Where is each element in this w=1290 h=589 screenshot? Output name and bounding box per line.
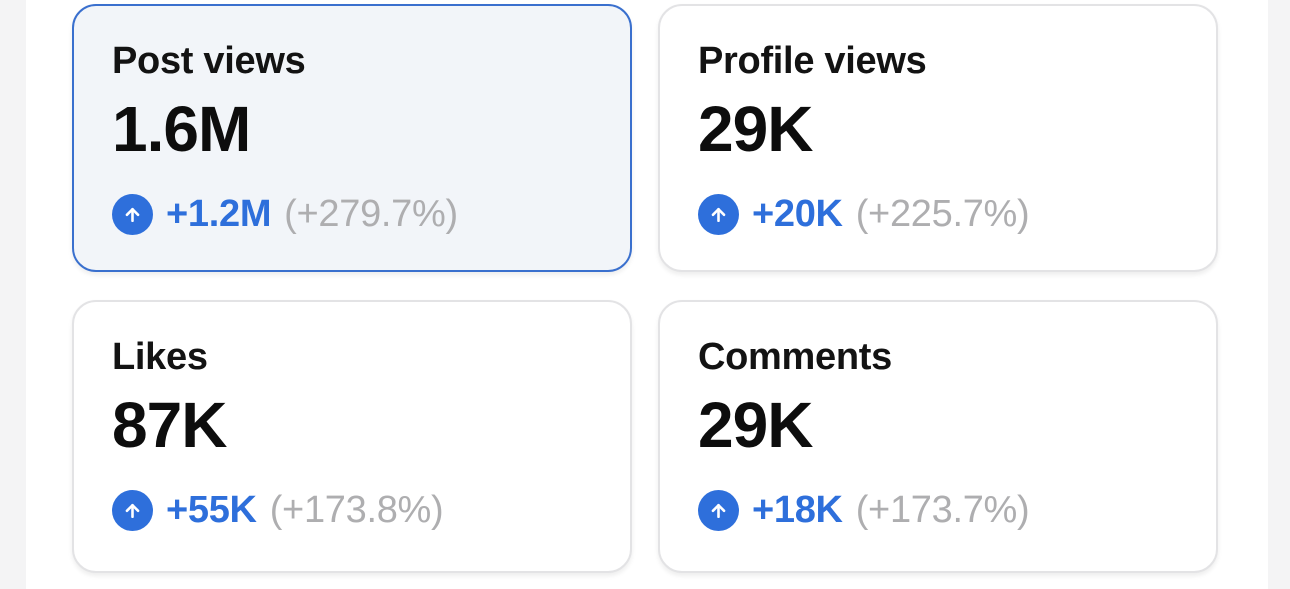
arrow-up-circle-icon xyxy=(112,489,153,531)
metric-value: 29K xyxy=(698,92,813,165)
arrow-up-circle-icon xyxy=(112,193,153,235)
metric-delta-row: +55K (+173.8%) xyxy=(112,489,592,532)
page-gutter-left xyxy=(0,0,26,589)
metric-card-comments[interactable]: Comments 29K +18K (+173.7%) xyxy=(658,300,1218,573)
metric-cards-grid: Post views 1.6M +1.2M (+279.7%) Profile … xyxy=(72,4,1218,573)
metric-label: Likes xyxy=(112,336,208,378)
delta-value: +1.2M xyxy=(166,192,272,235)
metric-card-likes[interactable]: Likes 87K +55K (+173.8%) xyxy=(72,300,632,573)
metric-delta-row: +20K (+225.7%) xyxy=(698,193,1178,236)
delta-value: +55K xyxy=(166,488,257,531)
delta-percent: (+279.7%) xyxy=(284,192,458,235)
delta-percent: (+173.7%) xyxy=(855,488,1030,531)
metric-card-profile-views[interactable]: Profile views 29K +20K (+225.7%) xyxy=(658,4,1218,272)
delta-value: +18K xyxy=(752,488,843,531)
metric-delta-row: +18K (+173.7%) xyxy=(698,489,1178,532)
delta-percent: (+225.7%) xyxy=(855,192,1030,235)
page-gutter-right xyxy=(1268,0,1290,589)
metric-label: Profile views xyxy=(698,40,927,82)
metric-card-post-views[interactable]: Post views 1.6M +1.2M (+279.7%) xyxy=(72,4,632,272)
metric-value: 87K xyxy=(112,388,227,461)
delta-value: +20K xyxy=(752,192,843,235)
metric-label: Comments xyxy=(698,336,892,378)
metric-value: 29K xyxy=(698,388,813,461)
arrow-up-circle-icon xyxy=(698,489,739,531)
delta-percent: (+173.8%) xyxy=(269,488,444,531)
metric-label: Post views xyxy=(112,40,306,82)
arrow-up-circle-icon xyxy=(698,193,739,235)
metric-delta-row: +1.2M (+279.7%) xyxy=(112,193,592,236)
metric-value: 1.6M xyxy=(112,92,251,165)
